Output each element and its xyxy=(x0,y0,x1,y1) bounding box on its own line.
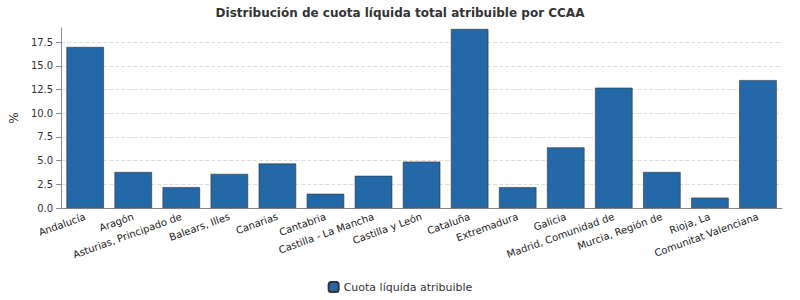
svg-text:0.0: 0.0 xyxy=(37,203,53,214)
svg-text:Asturias, Principado de: Asturias, Principado de xyxy=(71,211,183,261)
svg-text:Cataluña: Cataluña xyxy=(425,210,472,237)
svg-text:Extremadura: Extremadura xyxy=(455,211,520,244)
svg-text:Aragón: Aragón xyxy=(97,210,136,234)
svg-text:Galicia: Galicia xyxy=(532,210,568,233)
svg-text:Distribución de cuota líquida: Distribución de cuota líquida total atri… xyxy=(216,6,586,20)
svg-text:17.5: 17.5 xyxy=(31,37,53,48)
svg-text:Murcia, Región de: Murcia, Región de xyxy=(576,211,664,252)
svg-text:15.0: 15.0 xyxy=(31,60,53,71)
svg-text:2.5: 2.5 xyxy=(37,179,53,190)
svg-text:Andalucía: Andalucía xyxy=(37,211,87,238)
svg-text:Castilla - La Mancha: Castilla - La Mancha xyxy=(277,210,376,256)
svg-text:Cuota líquida atribuible: Cuota líquida atribuible xyxy=(344,281,473,294)
svg-text:%: % xyxy=(7,112,21,123)
svg-text:Madrid, Comunidad de: Madrid, Comunidad de xyxy=(505,210,616,260)
svg-text:5.0: 5.0 xyxy=(37,155,53,166)
svg-text:12.5: 12.5 xyxy=(31,84,53,95)
svg-text:Canarias: Canarias xyxy=(234,211,279,236)
svg-text:Castilla y León: Castilla y León xyxy=(351,211,423,246)
svg-text:Balears, Illes: Balears, Illes xyxy=(168,211,232,243)
svg-text:Comunitat Valenciana: Comunitat Valenciana xyxy=(653,211,760,259)
svg-text:7.5: 7.5 xyxy=(37,131,53,142)
svg-text:Cantabria: Cantabria xyxy=(277,210,328,238)
svg-text:10.0: 10.0 xyxy=(31,108,53,119)
svg-text:Rioja, La: Rioja, La xyxy=(667,210,712,236)
